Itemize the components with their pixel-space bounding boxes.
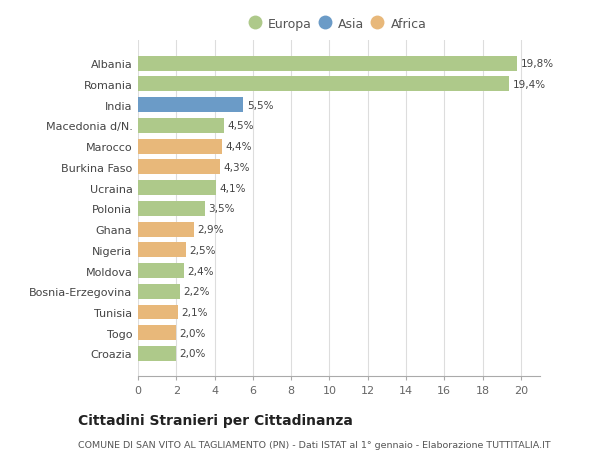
Text: 4,5%: 4,5% <box>227 121 254 131</box>
Text: COMUNE DI SAN VITO AL TAGLIAMENTO (PN) - Dati ISTAT al 1° gennaio - Elaborazione: COMUNE DI SAN VITO AL TAGLIAMENTO (PN) -… <box>78 441 551 449</box>
Bar <box>138 325 176 341</box>
Bar <box>138 118 224 134</box>
Bar <box>138 284 180 299</box>
Bar <box>138 56 517 72</box>
Bar <box>138 346 176 361</box>
Bar <box>138 98 243 113</box>
Text: 2,0%: 2,0% <box>180 328 206 338</box>
Text: 4,3%: 4,3% <box>224 162 250 173</box>
Bar <box>138 243 186 257</box>
Bar <box>138 140 222 154</box>
Bar <box>138 305 178 320</box>
Text: Cittadini Stranieri per Cittadinanza: Cittadini Stranieri per Cittadinanza <box>78 414 353 428</box>
Bar <box>138 160 220 175</box>
Text: 5,5%: 5,5% <box>247 101 273 110</box>
Text: 2,1%: 2,1% <box>182 308 208 317</box>
Text: 2,5%: 2,5% <box>190 245 216 255</box>
Bar <box>138 77 509 92</box>
Legend: Europa, Asia, Africa: Europa, Asia, Africa <box>248 14 430 34</box>
Text: 2,2%: 2,2% <box>184 286 210 297</box>
Text: 19,8%: 19,8% <box>520 59 554 69</box>
Text: 4,1%: 4,1% <box>220 183 247 193</box>
Text: 19,4%: 19,4% <box>513 80 546 90</box>
Bar <box>138 202 205 216</box>
Text: 2,0%: 2,0% <box>180 349 206 358</box>
Text: 4,4%: 4,4% <box>226 142 252 152</box>
Text: 3,5%: 3,5% <box>208 204 235 214</box>
Text: 2,4%: 2,4% <box>187 266 214 276</box>
Bar <box>138 222 194 237</box>
Bar <box>138 263 184 278</box>
Bar <box>138 181 217 196</box>
Text: 2,9%: 2,9% <box>197 224 223 235</box>
